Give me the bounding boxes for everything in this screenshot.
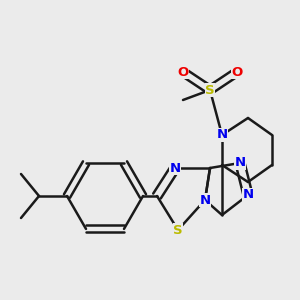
Text: N: N bbox=[234, 157, 246, 169]
Text: N: N bbox=[200, 194, 211, 206]
Text: O: O bbox=[231, 65, 243, 79]
Text: O: O bbox=[177, 65, 189, 79]
Text: N: N bbox=[216, 128, 228, 142]
Text: S: S bbox=[173, 224, 183, 236]
Text: S: S bbox=[205, 83, 215, 97]
Text: N: N bbox=[169, 161, 181, 175]
Text: N: N bbox=[242, 188, 253, 202]
